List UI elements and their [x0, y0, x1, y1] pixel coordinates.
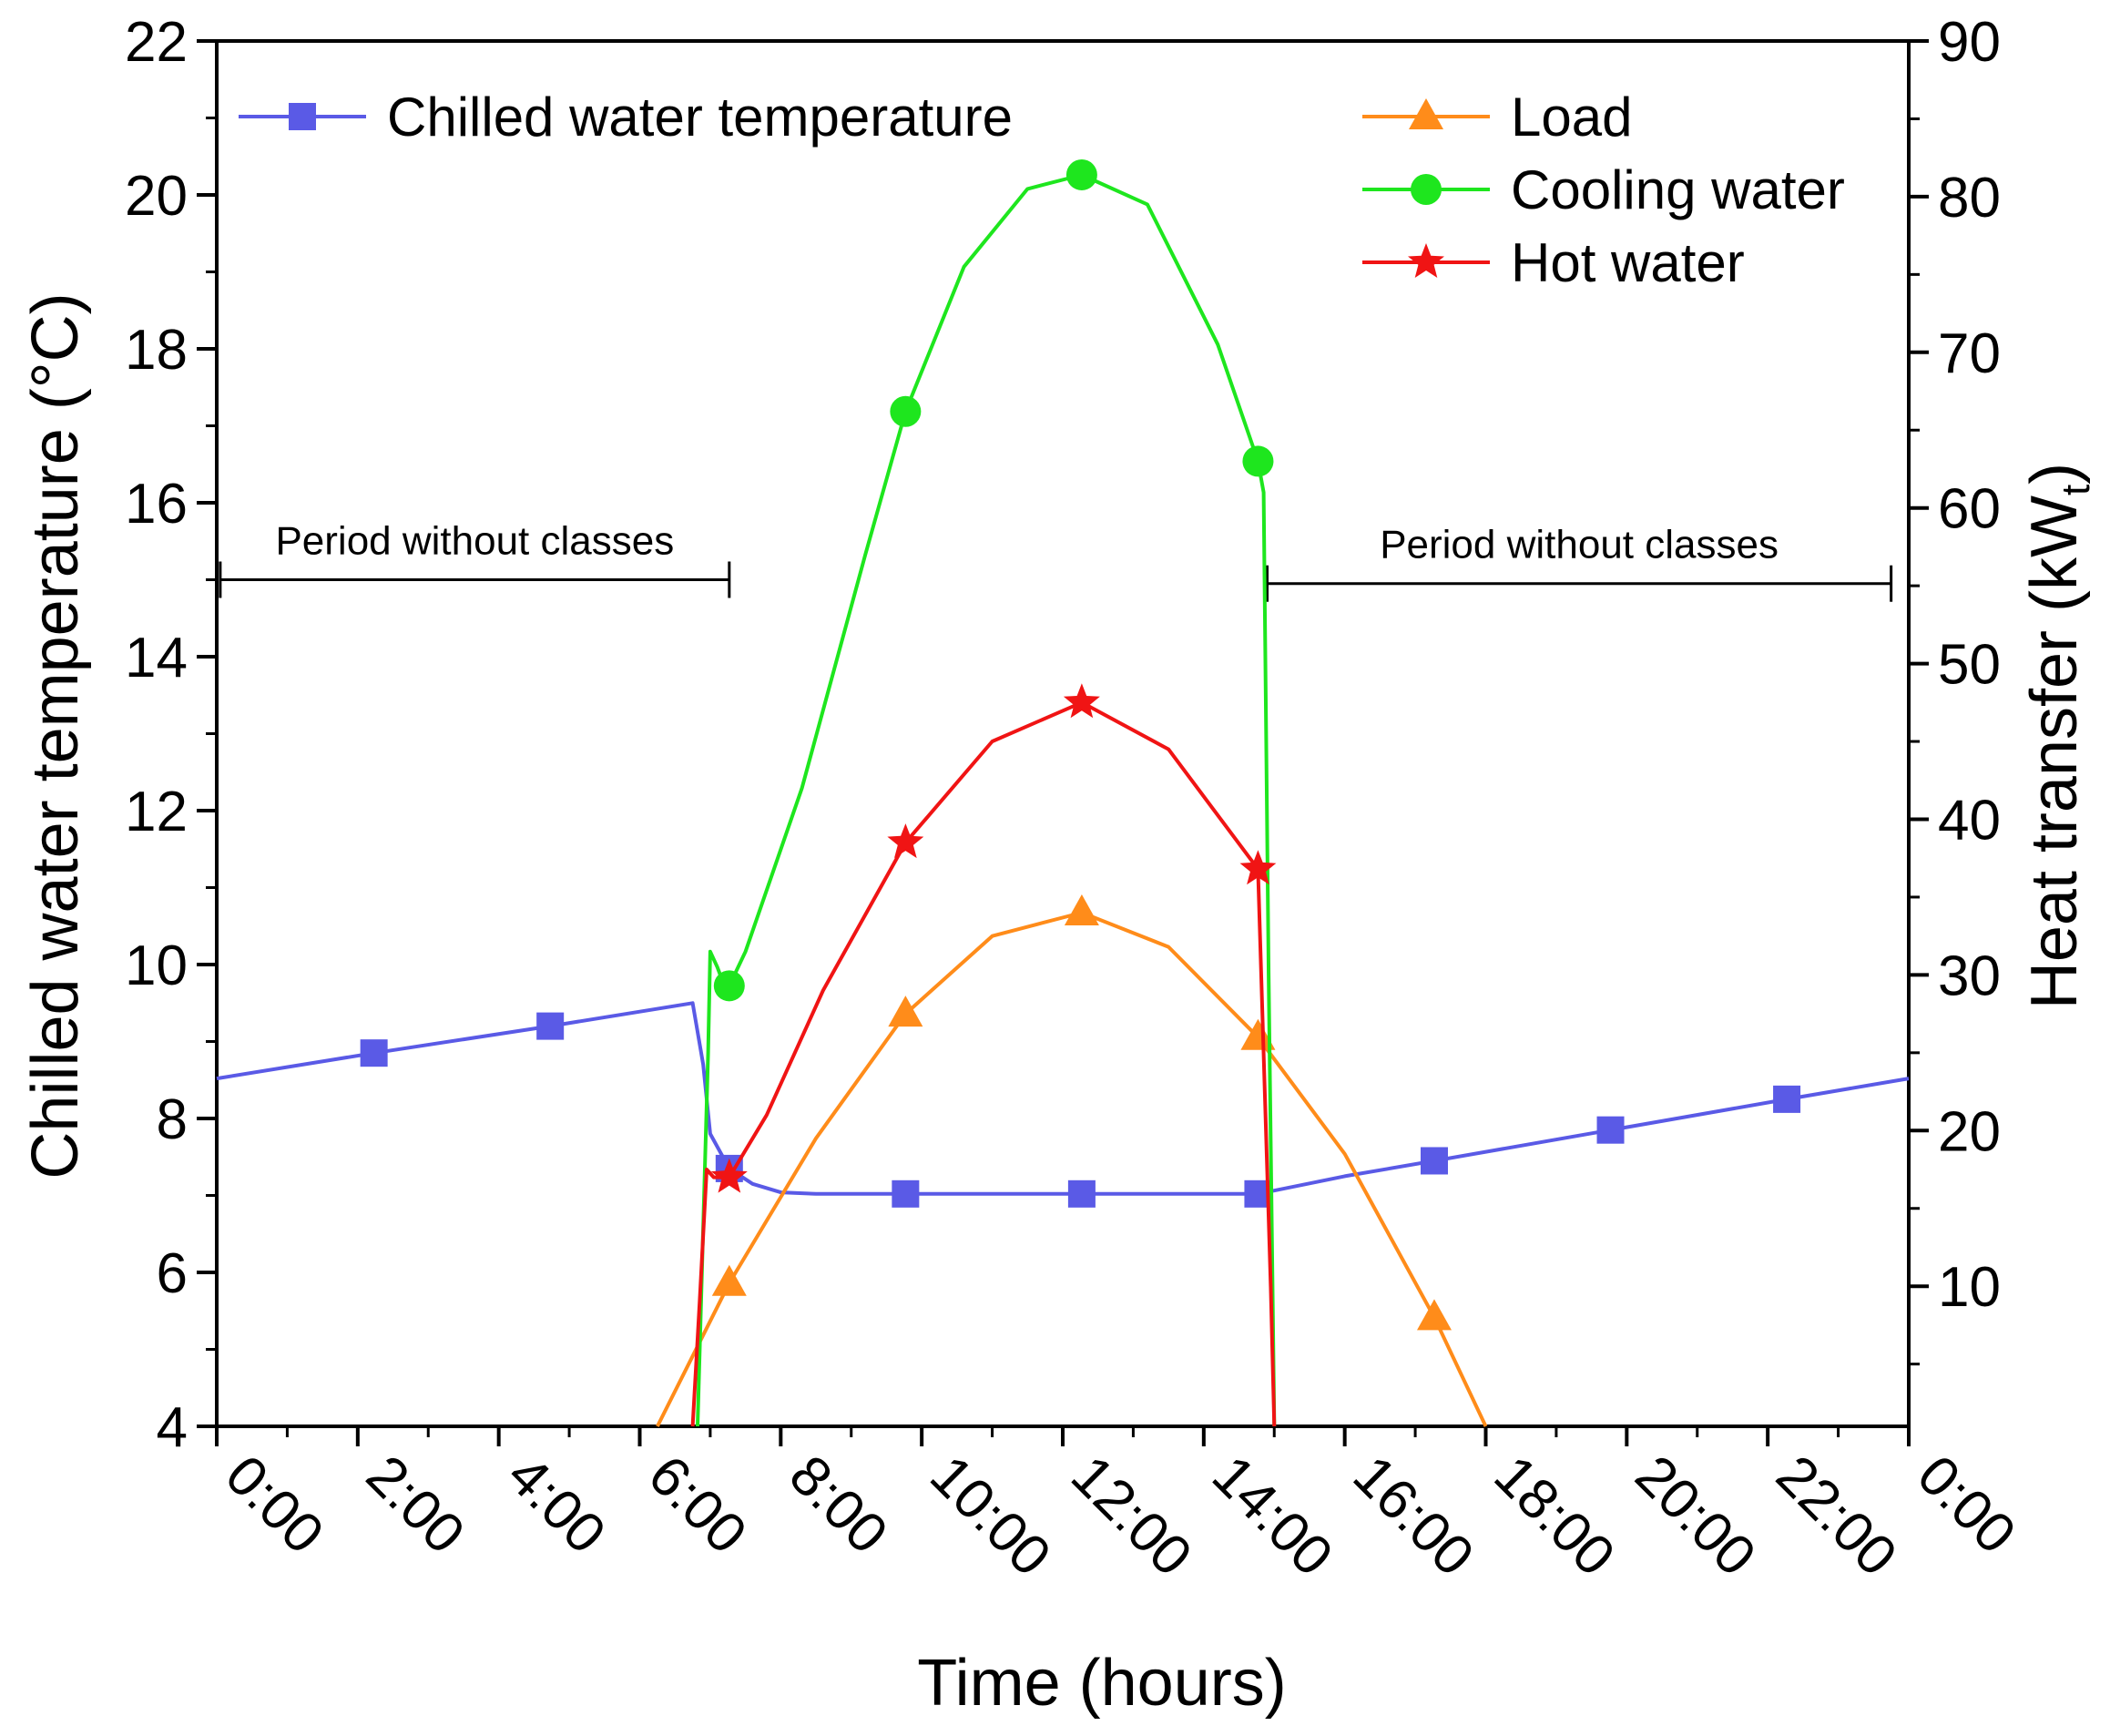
x-tick-label: 18:00	[1483, 1444, 1627, 1588]
cooling-water-marker	[713, 970, 745, 1002]
chilled-water-temperature-marker	[1596, 1116, 1625, 1144]
chilled-water-temperature-marker	[1420, 1147, 1448, 1175]
x-tick-label: 6:00	[637, 1444, 759, 1566]
y-left-tick-label: 16	[125, 473, 188, 536]
series-chilled-water-temperature	[216, 1001, 1910, 1208]
x-tick-label: 20:00	[1623, 1444, 1768, 1588]
load-marker	[1064, 894, 1099, 926]
x-tick-label: 4:00	[495, 1444, 617, 1566]
legend-label-cooling-water: Cooling water	[1511, 159, 1845, 220]
y-right-tick-label: 50	[1938, 634, 2001, 697]
series-load	[656, 894, 1488, 1427]
y-left-tick-label: 12	[125, 781, 188, 843]
series-cooling-water	[696, 158, 1277, 1427]
legend: Chilled water temperature Load Cooling wat…	[239, 87, 1845, 293]
load-marker	[711, 1264, 747, 1296]
period-label: Period without classes	[275, 519, 674, 564]
hot-water-marker	[1239, 850, 1277, 885]
x-tick-label: 16:00	[1341, 1444, 1486, 1588]
x-tick-label: 14:00	[1200, 1444, 1345, 1588]
x-tick-label: 10:00	[918, 1444, 1063, 1588]
legend-swatch-marker-chilled-water-temperature	[289, 103, 316, 130]
y-axis-left-title: Chilled water temperature (°C)	[19, 292, 92, 1179]
y-left-tick-label: 6	[157, 1242, 188, 1305]
y-axis-right-title: Heat transfer (kWt)	[2018, 463, 2098, 1009]
load-marker	[888, 996, 923, 1027]
plot-series	[216, 158, 1910, 1427]
legend-swatch-marker-hot-water	[1408, 243, 1444, 278]
y-right-tick-label: 60	[1938, 478, 2001, 541]
x-tick-label: 12:00	[1059, 1444, 1204, 1588]
legend-label-chilled-water-temperature: Chilled water temperature	[387, 87, 1013, 148]
hot-water-marker	[1063, 683, 1100, 719]
chilled-water-temperature-marker	[1067, 1179, 1096, 1208]
y-left-tick-label: 20	[125, 165, 188, 228]
chilled-water-temperature-marker	[536, 1012, 565, 1040]
chilled-water-temperature-line	[216, 1001, 1910, 1196]
chilled-water-temperature-marker	[360, 1039, 388, 1067]
legend-swatch-marker-cooling-water	[1411, 174, 1442, 205]
cooling-water-marker	[1065, 158, 1097, 190]
axis-labels: Time (hours) Chilled water temperature (…	[19, 292, 2098, 1720]
cooling-water-line	[696, 173, 1277, 1427]
x-tick-label: 22:00	[1764, 1444, 1909, 1588]
legend-swatch-marker-load	[1409, 98, 1443, 129]
hot-water-line	[690, 700, 1277, 1427]
chilled-water-temperature-marker	[1773, 1085, 1801, 1113]
cooling-water-marker	[1242, 445, 1274, 477]
y-right-tick-label: 90	[1938, 11, 2001, 74]
x-tick-label: 0:00	[213, 1444, 335, 1566]
period-label: Period without classes	[1380, 523, 1779, 567]
series-hot-water	[690, 683, 1277, 1427]
load-marker	[1240, 1018, 1276, 1050]
cooling-water-marker	[890, 395, 922, 427]
y-left-tick-label: 4	[157, 1396, 188, 1459]
annotations: Period without classes Period without cla…	[219, 519, 1893, 602]
legend-label-hot-water: Hot water	[1511, 232, 1745, 293]
y-right-tick-label: 10	[1938, 1256, 2001, 1319]
y-left-tick-label: 8	[157, 1088, 188, 1151]
y-right-tick-label: 80	[1938, 167, 2001, 230]
chilled-water-temperature-marker	[892, 1179, 920, 1208]
y-left-tick-label: 18	[125, 319, 188, 382]
y-right-tick-label: 30	[1938, 945, 2001, 1007]
y-left-tick-label: 10	[125, 934, 188, 997]
x-tick-label: 8:00	[777, 1444, 899, 1566]
hot-water-marker	[710, 1158, 748, 1193]
load-line	[656, 911, 1488, 1427]
legend-label-load: Load	[1511, 87, 1632, 148]
y-right-tick-label: 20	[1938, 1100, 2001, 1163]
x-tick-label: 0:00	[1905, 1444, 2027, 1566]
x-tick-label: 2:00	[354, 1444, 476, 1566]
y-left-tick-label: 22	[125, 11, 188, 74]
hot-water-marker	[887, 823, 924, 859]
y-axis-right-title-sub: t	[2054, 485, 2098, 495]
y-left-tick-label: 14	[125, 627, 188, 689]
x-axis-title: Time (hours)	[917, 1647, 1286, 1720]
y-right-tick-label: 40	[1938, 789, 2001, 852]
y-right-tick-label: 70	[1938, 322, 2001, 385]
load-marker	[1416, 1299, 1452, 1331]
y-axis-right-title-close: )	[2018, 463, 2091, 485]
y-axis-right-title-main: Heat transfer (kW	[2018, 495, 2091, 1009]
